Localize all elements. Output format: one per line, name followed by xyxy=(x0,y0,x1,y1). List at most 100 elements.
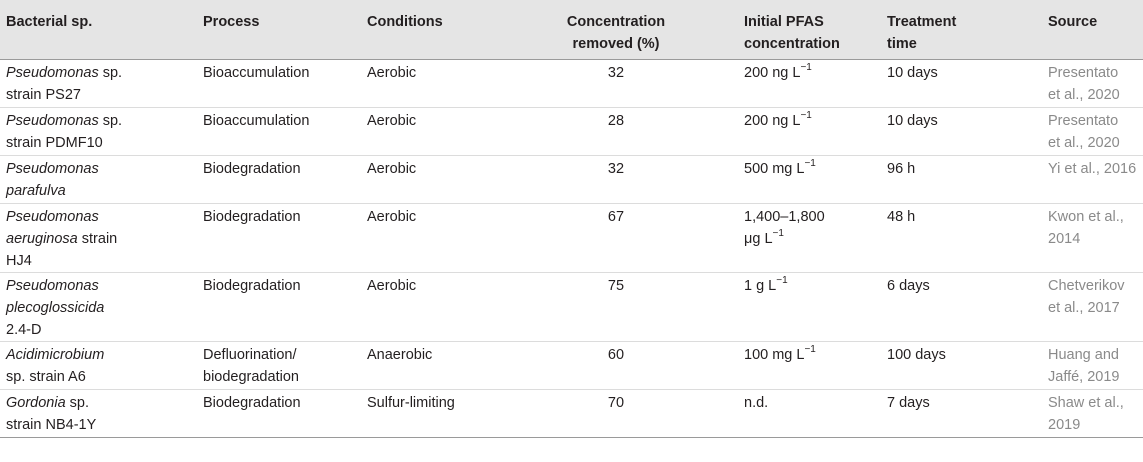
initial-concentration-exponent: −1 xyxy=(804,157,816,169)
cell-treatment-time: 6 days xyxy=(887,272,1048,341)
cell-concentration-removed: 28 xyxy=(511,107,721,155)
table-body: Pseudomonas sp. strain PS27 Bioaccumulatio… xyxy=(0,59,1143,437)
species-genus: Pseudomonas xyxy=(6,64,99,81)
cell-concentration-removed: 32 xyxy=(511,59,721,107)
source-line2: 2014 xyxy=(1048,230,1081,247)
concentration-removed-value: 75 xyxy=(607,277,625,294)
cell-process: Biodegradation xyxy=(203,389,367,437)
process-line1: Biodegradation xyxy=(203,394,301,411)
cell-conditions: Aerobic xyxy=(367,59,511,107)
process-line1: Biodegradation xyxy=(203,160,301,177)
header-process-label: Process xyxy=(203,14,260,30)
cell-process: Biodegradation xyxy=(203,203,367,272)
cell-concentration-removed: 70 xyxy=(511,389,721,437)
initial-concentration-wrap: 500 mg L−1 xyxy=(744,158,887,180)
conditions-value: Aerobic xyxy=(367,277,417,294)
species-epithet: plecoglossicida xyxy=(6,299,105,316)
concentration-removed-value: 67 xyxy=(607,208,625,225)
header-source: Source xyxy=(1048,0,1143,59)
cell-process: Biodegradation xyxy=(203,155,367,203)
initial-concentration-wrap: 200 ng L−1 xyxy=(744,110,887,132)
process-line1: Defluorination/ xyxy=(203,346,297,363)
species-line2: parafulva xyxy=(6,182,66,199)
source-line1: Presentato xyxy=(1048,112,1119,129)
table-row: Pseudomonas parafulva Biodegradation Aerobi… xyxy=(0,155,1143,203)
concentration-removed-value: 32 xyxy=(607,64,625,81)
table-row: Pseudomonas aeruginosa strain HJ4 Biodegrad… xyxy=(0,203,1143,272)
concentration-removed-value: 70 xyxy=(607,394,625,411)
species-suffix: sp. xyxy=(65,394,90,411)
concentration-removed-value: 60 xyxy=(607,346,625,363)
initial-concentration-line1: 200 ng L xyxy=(744,112,801,129)
cell-concentration-removed: 32 xyxy=(511,155,721,203)
initial-concentration-exponent: −1 xyxy=(800,109,812,121)
initial-concentration-line1: n.d. xyxy=(744,394,769,411)
table-row: Gordonia sp. strain NB4-1Y Biodegradation S… xyxy=(0,389,1143,437)
source-line2: et al., 2020 xyxy=(1048,134,1120,151)
species-genus: Pseudomonas xyxy=(6,160,99,177)
treatment-time-value: 7 days xyxy=(887,394,930,411)
cell-conditions: Sulfur-limiting xyxy=(367,389,511,437)
initial-concentration-exponent: −1 xyxy=(776,274,788,286)
species-line2: sp. strain A6 xyxy=(6,368,86,385)
concentration-removed-value: 32 xyxy=(607,160,625,177)
cell-source: Shaw et al., 2019 xyxy=(1048,389,1143,437)
cell-process: Bioaccumulation xyxy=(203,107,367,155)
conditions-value: Sulfur-limiting xyxy=(367,394,455,411)
cell-treatment-time: 10 days xyxy=(887,107,1048,155)
initial-concentration-line1: 1,400–1,800 xyxy=(744,208,825,225)
process-line1: Biodegradation xyxy=(203,277,301,294)
cell-initial-concentration: 100 mg L−1 xyxy=(721,341,887,389)
cell-concentration-removed: 75 xyxy=(511,272,721,341)
process-line1: Bioaccumulation xyxy=(203,64,310,81)
cell-concentration-removed: 67 xyxy=(511,203,721,272)
species-genus: Pseudomonas xyxy=(6,112,99,129)
cell-bacterial-sp: Pseudomonas plecoglossicida 2.4-D xyxy=(0,272,203,341)
cell-source: Kwon et al., 2014 xyxy=(1048,203,1143,272)
header-treatment-time: Treatment time xyxy=(887,0,1048,59)
header-bacterial-sp: Bacterial sp. xyxy=(0,0,203,59)
cell-initial-concentration: 200 ng L−1 xyxy=(721,107,887,155)
treatment-time-value: 6 days xyxy=(887,277,930,294)
initial-concentration-exponent: −1 xyxy=(772,227,784,239)
header-conditions-label: Conditions xyxy=(367,14,443,30)
cell-treatment-time: 96 h xyxy=(887,155,1048,203)
initial-concentration-exponent: −1 xyxy=(800,61,812,73)
species-genus: Pseudomonas xyxy=(6,208,99,225)
cell-conditions: Anaerobic xyxy=(367,341,511,389)
initial-concentration-line1: 1 g L xyxy=(744,277,777,294)
source-line2: Jaffé, 2019 xyxy=(1048,368,1120,385)
source-line1: Huang and xyxy=(1048,346,1119,363)
source-line2: et al., 2017 xyxy=(1048,299,1120,316)
header-initial-pfas-line1: Initial PFAS xyxy=(744,14,824,30)
cell-bacterial-sp: Pseudomonas aeruginosa strain HJ4 xyxy=(0,203,203,272)
initial-concentration-wrap: n.d. xyxy=(744,392,887,414)
header-concentration-removed: Concentration removed (%) xyxy=(511,0,721,59)
header-treatment-time-line1: Treatment xyxy=(887,14,957,30)
header-initial-pfas-line2: concentration xyxy=(744,36,840,52)
cell-concentration-removed: 60 xyxy=(511,341,721,389)
cell-source: Chetverikov et al., 2017 xyxy=(1048,272,1143,341)
table-header-row: Bacterial sp. Process Conditions Concent… xyxy=(0,0,1143,59)
source-line2: 2019 xyxy=(1048,416,1081,433)
conditions-value: Aerobic xyxy=(367,160,417,177)
cell-conditions: Aerobic xyxy=(367,272,511,341)
cell-initial-concentration: 500 mg L−1 xyxy=(721,155,887,203)
cell-bacterial-sp: Pseudomonas parafulva xyxy=(0,155,203,203)
cell-bacterial-sp: Pseudomonas sp. strain PDMF10 xyxy=(0,107,203,155)
header-treatment-time-line2: time xyxy=(887,36,917,52)
source-line1: Chetverikov xyxy=(1048,277,1125,294)
header-source-label: Source xyxy=(1048,14,1098,30)
cell-initial-concentration: 1,400–1,800 μg L−1 xyxy=(721,203,887,272)
table-row: Acidimicrobium sp. strain A6 Defluorinatio… xyxy=(0,341,1143,389)
treatment-time-value: 10 days xyxy=(887,64,938,81)
cell-source: Presentato et al., 2020 xyxy=(1048,107,1143,155)
cell-conditions: Aerobic xyxy=(367,107,511,155)
initial-concentration-line1: 200 ng L xyxy=(744,64,801,81)
header-initial-pfas: Initial PFAS concentration xyxy=(721,0,887,59)
treatment-time-value: 96 h xyxy=(887,160,916,177)
header-bacterial-sp-label: Bacterial sp. xyxy=(6,14,93,30)
source-line1: Yi et al., 2016 xyxy=(1048,160,1137,177)
species-line2: strain PS27 xyxy=(6,86,81,103)
header-concentration-removed-line2: removed (%) xyxy=(572,36,660,52)
